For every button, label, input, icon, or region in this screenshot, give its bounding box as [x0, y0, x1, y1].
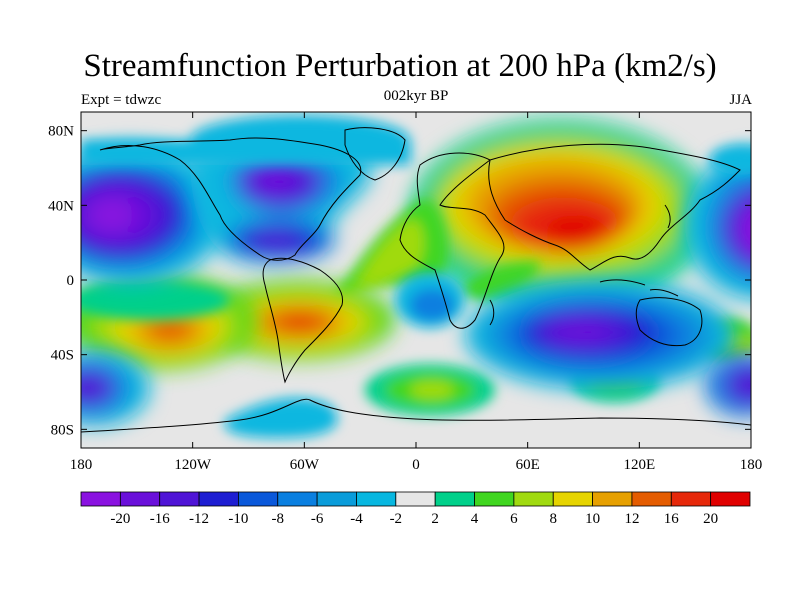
colorbar-label: 8: [549, 511, 557, 527]
colorbar-label: 16: [664, 511, 680, 527]
colorbar-swatch: [513, 491, 554, 507]
y-tick-label: 0: [67, 273, 75, 289]
arctic-low-field: [81, 115, 751, 175]
x-tick-label: 60W: [290, 457, 320, 473]
colorbar-swatch: [631, 491, 672, 507]
chart-title: Streamfunction Perturbation at 200 hPa (…: [83, 48, 717, 84]
colorbar-swatch: [80, 491, 121, 507]
season-label: JJA: [729, 92, 752, 108]
colorbar-swatch: [670, 491, 712, 507]
colorbar-swatch: [395, 491, 436, 507]
colorbar-label: -8: [272, 511, 285, 527]
colorbar-swatch: [198, 491, 239, 507]
y-tick-label: 40N: [48, 198, 74, 214]
y-tick-label: 40S: [51, 348, 74, 364]
x-tick-label: 120E: [623, 457, 655, 473]
axes: 180 120W 60W 0 60E 120E 180 80N 40N 0 40S 80S: [48, 112, 762, 473]
experiment-label: Expt = tdwzc: [81, 92, 162, 108]
colorbar-label: -4: [350, 511, 363, 527]
colorbar-swatch: [277, 491, 318, 507]
x-tick-label: 180: [70, 457, 93, 473]
x-tick-label: 0: [412, 457, 420, 473]
colorbar-swatch: [552, 491, 593, 507]
time-label: 002kyr BP: [383, 88, 449, 104]
colorbar-label: 10: [585, 511, 600, 527]
colorbar-swatch: [474, 491, 515, 507]
right-edge-low-field: [685, 150, 751, 300]
x-tick-label: 180: [740, 457, 763, 473]
x-tick-label: 120W: [174, 457, 212, 473]
colorbar-swatch: [119, 491, 161, 507]
x-tick-label: 60E: [516, 457, 540, 473]
south-atlantic-low-field: [395, 272, 465, 328]
antarctic-low-field: [224, 397, 338, 438]
colorbar-swatch: [356, 491, 397, 507]
colorbar-label: -6: [311, 511, 324, 527]
colorbar-label: 20: [703, 511, 718, 527]
colorbar-swatch: [238, 491, 279, 507]
colorbar-label: -20: [110, 511, 130, 527]
coastlines: [81, 127, 751, 433]
colorbar-swatch: [710, 491, 751, 507]
colorbar: -20 -16 -12 -10 -8 -6 -4 -2 2 4 6 8 10 12 16 20: [80, 491, 751, 527]
colorbar-label: 12: [624, 511, 639, 527]
y-tick-label: 80S: [51, 422, 74, 438]
colorbar-swatch: [592, 491, 633, 507]
colorbar-label: -10: [228, 511, 248, 527]
colorbar-label: -12: [189, 511, 209, 527]
contour-fields: [81, 115, 751, 438]
colorbar-swatch: [434, 491, 475, 507]
indian-ocean-low-field: [465, 280, 735, 390]
y-tick-label: 80N: [48, 124, 74, 140]
colorbar-label: 4: [471, 511, 479, 527]
colorbar-label: 6: [510, 511, 518, 527]
colorbar-label: 2: [431, 511, 439, 527]
asian-high-field: [410, 120, 710, 310]
colorbar-swatch: [316, 491, 357, 507]
north-pacific-low-field: [81, 145, 225, 285]
colorbar-swatch: [159, 491, 200, 507]
south-atlantic-high-field: [205, 280, 395, 360]
colorbar-label: -2: [390, 511, 403, 527]
southeast-pacific-low-field: [81, 350, 751, 426]
colorbar-label: -16: [150, 511, 170, 527]
